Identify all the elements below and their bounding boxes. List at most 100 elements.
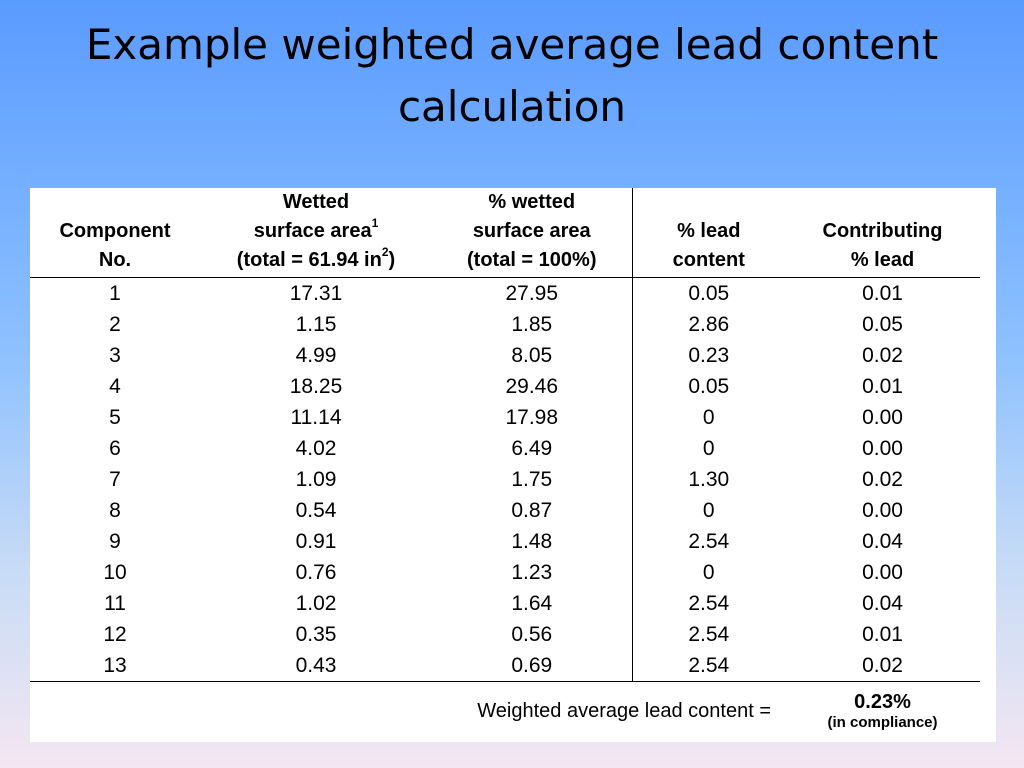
table-cell: 0	[631, 402, 785, 433]
table-cell: 2.54	[631, 650, 785, 682]
header-line: % lead	[850, 249, 915, 271]
table-cell: 6	[109, 437, 121, 460]
table-cell: 9	[109, 530, 121, 553]
table-row: 1 17.31 27.95 0.05 0.01	[30, 277, 980, 309]
header-line: % wetted	[488, 191, 576, 213]
table-row: 13 0.43 0.69 2.54 0.02	[30, 650, 980, 682]
data-table: Component No. Wetted surface area1 (total =…	[30, 188, 980, 740]
table-cell: 0.02	[862, 468, 903, 491]
table-cell: 1.15	[295, 313, 337, 336]
table-row: 9 0.91 1.48 2.54 0.04	[30, 526, 980, 557]
table-cell: 3	[109, 344, 121, 367]
table-cell: 18.25	[289, 375, 343, 398]
table-cell: 1	[109, 282, 121, 305]
table-row: 10 0.76 1.23 0 0.00	[30, 557, 980, 588]
table-cell: 0	[631, 433, 785, 464]
table-cell: 1.23	[511, 561, 553, 584]
table-cell: 1.02	[295, 592, 337, 615]
table-panel: Component No. Wetted surface area1 (total =…	[30, 188, 996, 742]
header-line: (total = 100%)	[467, 249, 597, 271]
footer-value: 0.23%	[854, 691, 911, 713]
table-cell: 1.09	[295, 468, 337, 491]
table-cell: 0.05	[631, 371, 785, 402]
header-line: Component	[59, 220, 171, 242]
table-cell: 4.99	[295, 344, 337, 367]
superscript: 2	[381, 245, 389, 259]
header-line: No.	[98, 249, 132, 271]
table-cell: 2.86	[631, 309, 785, 340]
footer-cell: 0.23% (in compliance)	[785, 681, 980, 740]
column-header: % lead content	[631, 188, 785, 278]
table-row: 11 1.02 1.64 2.54 0.04	[30, 588, 980, 619]
table-cell: 0.04	[862, 530, 903, 553]
table-cell: 0	[631, 557, 785, 588]
table-row: 4 18.25 29.46 0.05 0.01	[30, 371, 980, 402]
footnote-mark: 1	[371, 216, 379, 230]
header-line: )	[388, 249, 396, 271]
table-cell: 1.85	[511, 313, 553, 336]
table-cell: 29.46	[505, 375, 559, 398]
table-cell: 0.01	[862, 623, 903, 646]
table-cell: 5	[109, 406, 121, 429]
table-cell: 6.49	[511, 437, 553, 460]
table-cell: 11.14	[290, 406, 342, 429]
table-cell: 0.00	[862, 437, 903, 460]
table-cell: 0.91	[295, 530, 337, 553]
slide-title: Example weighted average lead content ca…	[85, 20, 939, 131]
header-line: surface area	[253, 220, 372, 242]
table-cell: 0.05	[862, 313, 903, 336]
table-cell: 13	[103, 654, 127, 677]
table-cell: 0.00	[862, 499, 903, 522]
table-cell: 0.01	[862, 375, 903, 398]
table-cell: 2	[109, 313, 121, 336]
table-cell: 1.64	[511, 592, 553, 615]
table-cell: 0.76	[295, 561, 337, 584]
table-cell: 4.02	[295, 437, 337, 460]
table-row: 6 4.02 6.49 0 0.00	[30, 433, 980, 464]
table-cell: 0.43	[295, 654, 337, 677]
table-cell: 0.87	[511, 499, 553, 522]
table-cell: 0.23	[631, 340, 785, 371]
table-cell: 0.00	[862, 561, 903, 584]
table-cell: 2.54	[631, 588, 785, 619]
table-cell: 0.02	[862, 654, 903, 677]
table-cell: 11	[104, 592, 126, 615]
footer-note: (in compliance)	[827, 714, 938, 731]
table-body: 1 17.31 27.95 0.05 0.01 2 1.15 1.85 2.86 0.05 3 4.9…	[30, 277, 980, 682]
column-header: Wetted surface area1 (total = 61.94 in2)	[200, 188, 432, 278]
table-cell: 0.05	[631, 277, 785, 309]
table-cell: 17.98	[505, 406, 559, 429]
table-cell: 2.54	[631, 619, 785, 650]
footer-label: Weighted average lead content =	[30, 681, 785, 740]
table-cell: 4	[109, 375, 121, 398]
footer-row: Weighted average lead content = 0.23% (in…	[30, 681, 980, 740]
column-header: Component No.	[30, 188, 200, 278]
table-row: 3 4.99 8.05 0.23 0.02	[30, 340, 980, 371]
table-cell: 12	[103, 623, 127, 646]
table-cell: 8.05	[511, 344, 553, 367]
header-row: Component No. Wetted surface area1 (total =…	[30, 188, 980, 278]
header-line: % lead	[677, 220, 741, 242]
table-cell: 10	[103, 561, 127, 584]
table-cell: 27.95	[505, 282, 559, 305]
column-header: Contributing % lead	[785, 188, 980, 278]
header-line: Wetted	[282, 191, 350, 213]
table-cell: 1.48	[511, 530, 553, 553]
table-cell: 7	[109, 468, 121, 491]
table-cell: 0.35	[295, 623, 337, 646]
table-cell: 0.04	[862, 592, 903, 615]
column-header: % wetted surface area (total = 100%)	[432, 188, 632, 278]
table-row: 8 0.54 0.87 0 0.00	[30, 495, 980, 526]
table-cell: 0	[631, 495, 785, 526]
table-row: 2 1.15 1.85 2.86 0.05	[30, 309, 980, 340]
table-cell: 1.30	[631, 464, 785, 495]
table-cell: 2.54	[631, 526, 785, 557]
table-cell: 0.56	[511, 623, 553, 646]
header-line: surface area	[472, 220, 591, 242]
header-line: content	[672, 249, 745, 271]
table-cell: 17.31	[289, 282, 343, 305]
header-line: (total = 61.94 in	[236, 249, 382, 271]
table-cell: 0.69	[511, 654, 553, 677]
table-cell: 1.75	[511, 468, 553, 491]
